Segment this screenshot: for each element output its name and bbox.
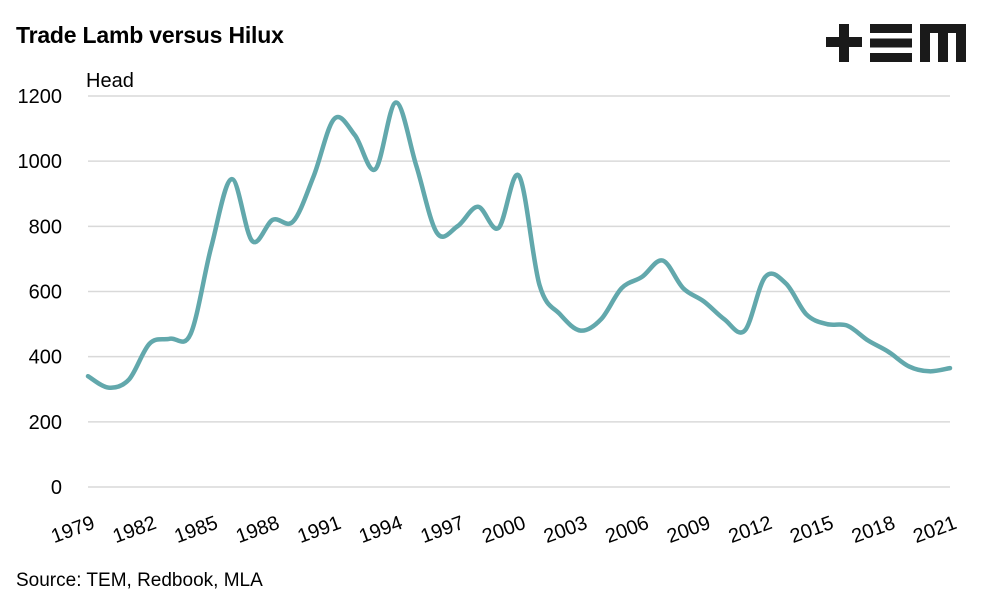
x-tick-label: 2003	[541, 512, 590, 548]
y-tick-label: 1000	[18, 151, 63, 173]
y-axis-label: Head	[86, 70, 134, 92]
x-tick-label: 2000	[479, 512, 528, 548]
x-tick-label: 1997	[418, 512, 467, 548]
y-tick-labels: 0 200 400 600 800 1000 1200	[18, 86, 63, 499]
y-tick-label: 400	[29, 347, 62, 369]
x-tick-label: 1988	[233, 512, 282, 548]
x-tick-label: 1985	[172, 512, 221, 548]
x-tick-label: 1991	[295, 512, 344, 548]
y-tick-label: 1200	[18, 86, 63, 108]
y-tick-label: 0	[51, 477, 62, 499]
chart-title: Trade Lamb versus Hilux	[16, 22, 284, 48]
x-tick-labels: 1979 1982 1985 1988 1991 1994 1997 2000 2003 2006…	[48, 512, 959, 548]
y-tick-label: 200	[29, 412, 62, 434]
x-tick-label: 2015	[787, 512, 836, 548]
x-tick-label: 1982	[110, 512, 159, 548]
x-tick-label: 2006	[603, 512, 652, 548]
source-note: Source: TEM, Redbook, MLA	[16, 570, 263, 591]
x-tick-label: 2018	[849, 512, 898, 548]
y-tick-label: 600	[29, 282, 62, 304]
y-tick-label: 800	[29, 216, 62, 238]
series-group	[85, 100, 953, 390]
gridlines	[88, 95, 950, 488]
x-tick-label: 2009	[664, 512, 713, 548]
series-line-0	[85, 100, 953, 390]
x-tick-label: 1979	[48, 512, 97, 548]
x-tick-label: 1994	[356, 512, 405, 548]
x-tick-label: 2021	[910, 512, 959, 548]
tem-logo	[826, 24, 966, 62]
x-tick-label: 2012	[726, 512, 775, 548]
